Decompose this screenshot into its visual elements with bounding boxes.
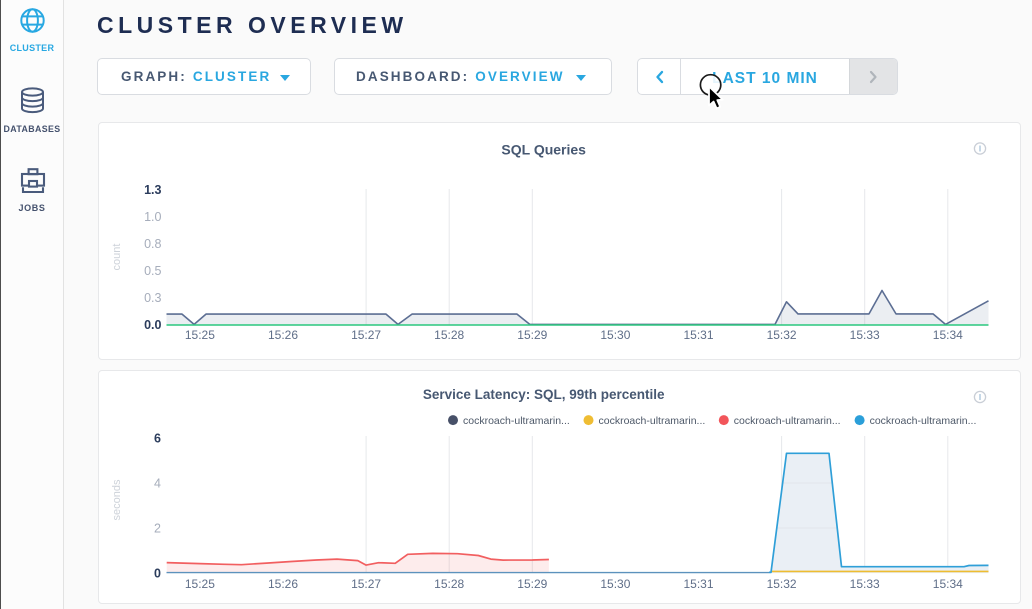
svg-text:cockroach-ultramarin...: cockroach-ultramarin... xyxy=(870,415,977,427)
svg-text:15:27: 15:27 xyxy=(351,328,381,342)
svg-text:15:33: 15:33 xyxy=(850,328,880,342)
svg-text:15:34: 15:34 xyxy=(933,577,963,591)
svg-text:15:32: 15:32 xyxy=(767,577,797,591)
svg-text:15:25: 15:25 xyxy=(185,328,215,342)
svg-text:15:29: 15:29 xyxy=(517,577,547,591)
svg-text:15:25: 15:25 xyxy=(185,577,215,591)
svg-text:0.8: 0.8 xyxy=(144,237,161,251)
svg-text:4: 4 xyxy=(154,476,161,490)
svg-text:15:26: 15:26 xyxy=(268,328,298,342)
svg-text:seconds: seconds xyxy=(111,479,123,520)
svg-text:15:28: 15:28 xyxy=(434,577,464,591)
svg-text:15:27: 15:27 xyxy=(351,577,381,591)
svg-text:6: 6 xyxy=(154,431,161,445)
svg-text:1.0: 1.0 xyxy=(144,210,161,224)
svg-text:1.3: 1.3 xyxy=(144,183,161,197)
svg-text:0.0: 0.0 xyxy=(144,318,161,332)
svg-text:2: 2 xyxy=(154,521,161,535)
svg-text:0: 0 xyxy=(154,566,161,580)
svg-text:15:30: 15:30 xyxy=(600,328,630,342)
svg-text:cockroach-ultramarin...: cockroach-ultramarin... xyxy=(599,415,706,427)
svg-text:Service Latency: SQL, 99th per: Service Latency: SQL, 99th percentile xyxy=(423,387,665,402)
svg-text:15:26: 15:26 xyxy=(268,577,298,591)
svg-text:SQL Queries: SQL Queries xyxy=(501,142,586,158)
svg-text:15:31: 15:31 xyxy=(683,577,713,591)
svg-text:cockroach-ultramarin...: cockroach-ultramarin... xyxy=(734,415,841,427)
svg-text:15:29: 15:29 xyxy=(517,328,547,342)
svg-text:15:33: 15:33 xyxy=(850,577,880,591)
svg-text:0.3: 0.3 xyxy=(144,291,161,305)
svg-text:15:28: 15:28 xyxy=(434,328,464,342)
svg-text:15:30: 15:30 xyxy=(600,577,630,591)
svg-text:15:32: 15:32 xyxy=(767,328,797,342)
svg-text:15:31: 15:31 xyxy=(683,328,713,342)
svg-text:cockroach-ultramarin...: cockroach-ultramarin... xyxy=(463,415,570,427)
svg-text:count: count xyxy=(111,244,123,271)
svg-text:15:34: 15:34 xyxy=(933,328,963,342)
svg-text:0.5: 0.5 xyxy=(144,264,161,278)
